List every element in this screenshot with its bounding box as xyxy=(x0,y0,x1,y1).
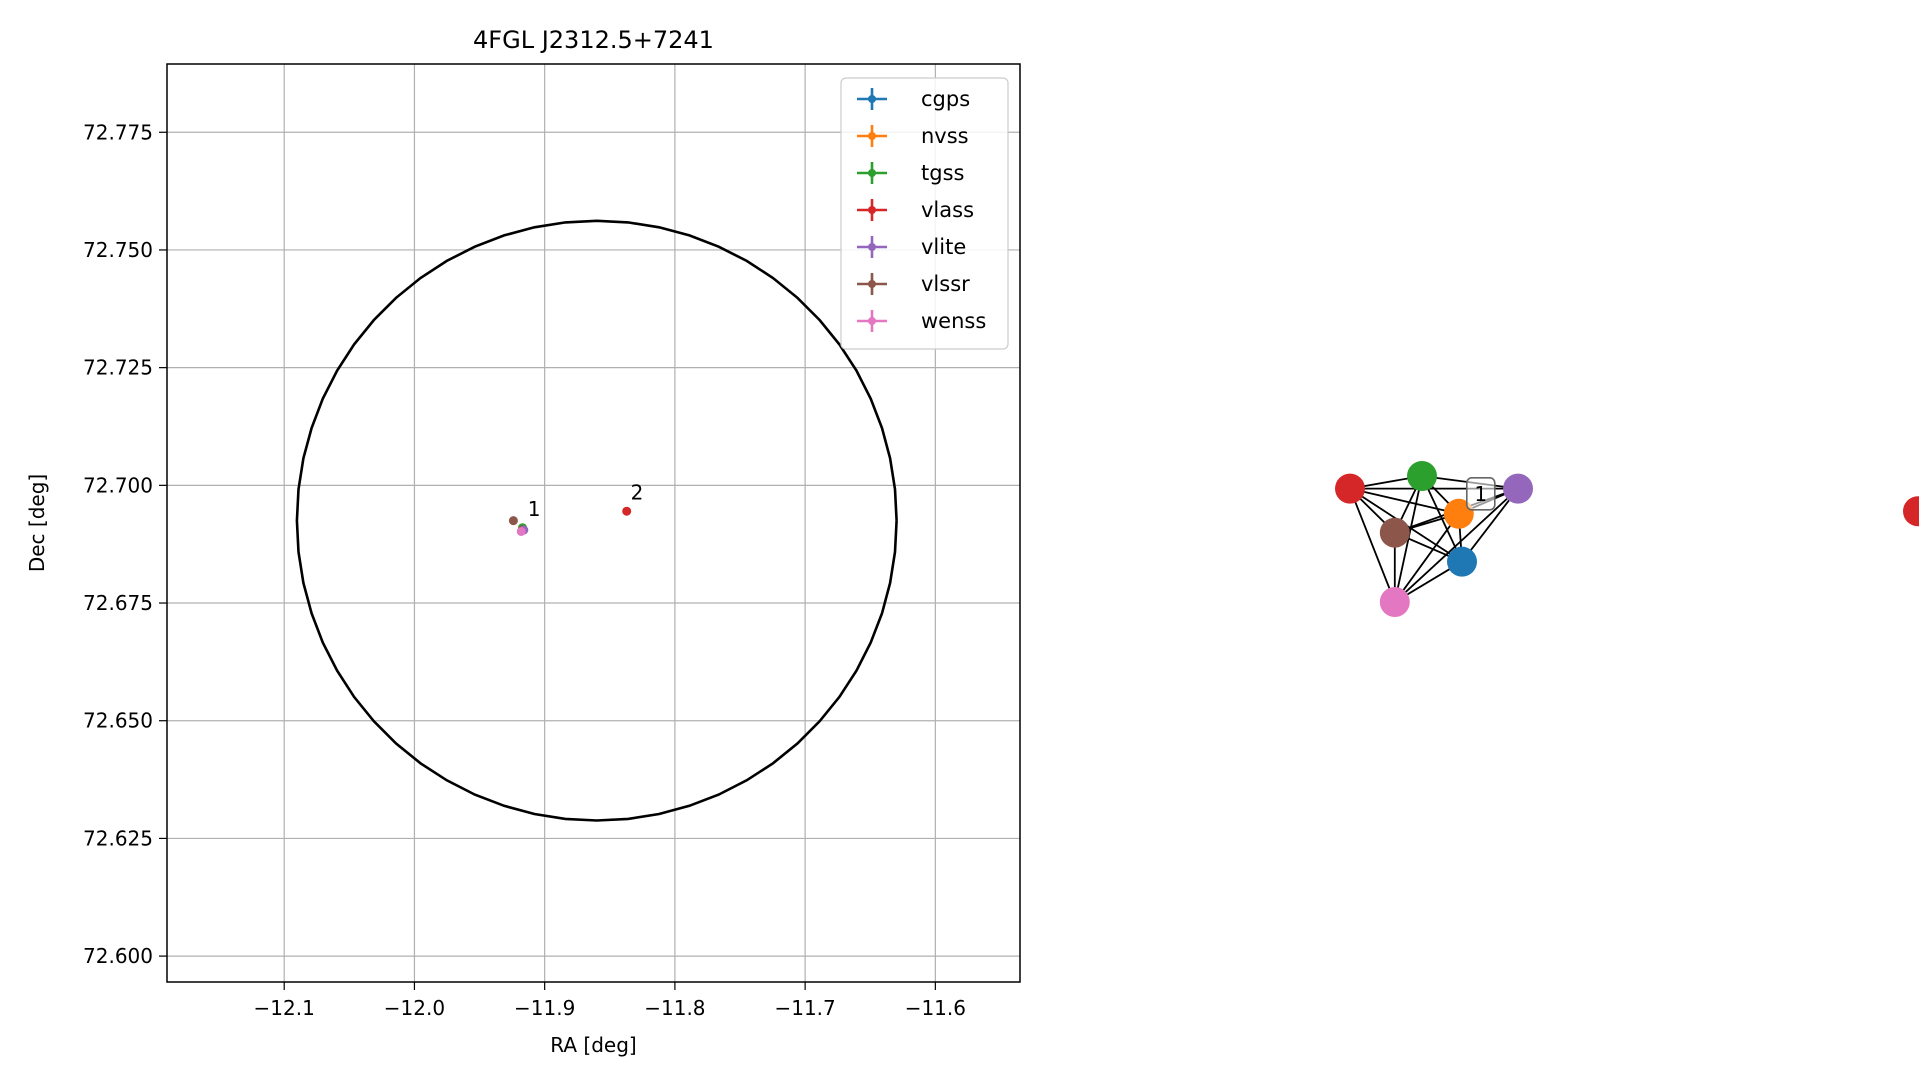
legend-entry-vlite: vlite xyxy=(921,235,966,259)
data-points xyxy=(508,506,632,536)
point-annotation: 2 xyxy=(631,480,644,504)
data-point-wenss xyxy=(516,526,526,536)
legend-entry-tgss: tgss xyxy=(921,161,964,185)
network-edge xyxy=(1349,488,1396,603)
y-tick-label: 72.625 xyxy=(83,826,153,850)
legend: cgps nvss tgss vlass vlite vlssr wenss xyxy=(840,77,1009,350)
y-tick-label: 72.725 xyxy=(83,356,153,380)
y-axis-ticks: 72.600 72.625 72.650 72.675 72.700 72.725 72.7… xyxy=(83,120,167,968)
x-tick-label: −11.7 xyxy=(774,996,835,1020)
x-tick-label: −12.1 xyxy=(254,996,315,1020)
network-label-box xyxy=(1466,476,1496,511)
region-circle xyxy=(295,219,898,822)
legend-entry-nvss: nvss xyxy=(921,124,969,148)
network-node-cgps xyxy=(1447,546,1477,577)
y-tick-label: 72.750 xyxy=(83,238,153,262)
region-circle-outline xyxy=(295,219,898,822)
x-axis-label: RA [deg] xyxy=(550,1033,636,1057)
x-tick-label: −11.9 xyxy=(514,996,575,1020)
network-edge xyxy=(1461,488,1519,563)
data-point-vlass xyxy=(622,506,632,516)
chart-title: 4FGL J2312.5+7241 xyxy=(473,26,714,54)
network-panel: 12 xyxy=(1335,461,1919,617)
legend-entry-vlssr: vlssr xyxy=(921,272,970,296)
y-axis-label: Dec [deg] xyxy=(25,474,49,572)
legend-marker-vlssr xyxy=(868,280,876,288)
network-node-vlass xyxy=(1335,473,1365,504)
x-tick-label: −12.0 xyxy=(384,996,445,1020)
network-node-vlssr xyxy=(1379,517,1410,548)
legend-marker-wenss xyxy=(868,317,876,325)
legend-entry-wenss: wenss xyxy=(921,309,986,333)
network-node-wenss xyxy=(1379,587,1410,617)
y-tick-label: 72.775 xyxy=(83,120,153,144)
x-axis-ticks: −12.1 −12.0 −11.9 −11.8 −11.7 −11.6 xyxy=(254,982,966,1020)
network-edge xyxy=(1394,513,1460,603)
plot-frame xyxy=(166,63,1021,983)
x-tick-label: −11.8 xyxy=(644,996,705,1020)
network-label: 1 xyxy=(1474,482,1487,506)
network-labels: 12 xyxy=(1466,476,1496,511)
legend-box xyxy=(840,77,1009,350)
network-nodes xyxy=(1335,461,1919,617)
x-tick-label: −11.6 xyxy=(905,996,966,1020)
y-tick-label: 72.675 xyxy=(83,591,153,615)
scatter-panel: 4FGL J2312.5+7241 −12.1 −12.0 −11.9 −11.8 −1… xyxy=(25,26,1021,1057)
point-annotation: 1 xyxy=(528,497,541,521)
y-tick-label: 72.650 xyxy=(83,709,153,733)
legend-marker-nvss xyxy=(868,132,876,140)
legend-entry-vlass: vlass xyxy=(921,198,974,222)
legend-marker-tgss xyxy=(868,169,876,177)
data-point-vlssr xyxy=(508,516,518,526)
legend-entry-cgps: cgps xyxy=(921,87,970,111)
network-node-vlass2 xyxy=(1903,496,1919,527)
legend-marker-vlite xyxy=(868,243,876,251)
network-node-tgss xyxy=(1407,461,1437,491)
y-tick-label: 72.700 xyxy=(83,473,153,497)
legend-marker-cgps xyxy=(868,95,876,103)
network-edge xyxy=(1394,487,1519,603)
legend-marker-vlass xyxy=(868,206,876,214)
network-node-vlite xyxy=(1503,473,1533,504)
network-edge xyxy=(1349,487,1460,515)
axes-frame xyxy=(166,63,1021,983)
point-annotations: 12 xyxy=(528,480,644,520)
y-tick-label: 72.600 xyxy=(83,944,153,968)
